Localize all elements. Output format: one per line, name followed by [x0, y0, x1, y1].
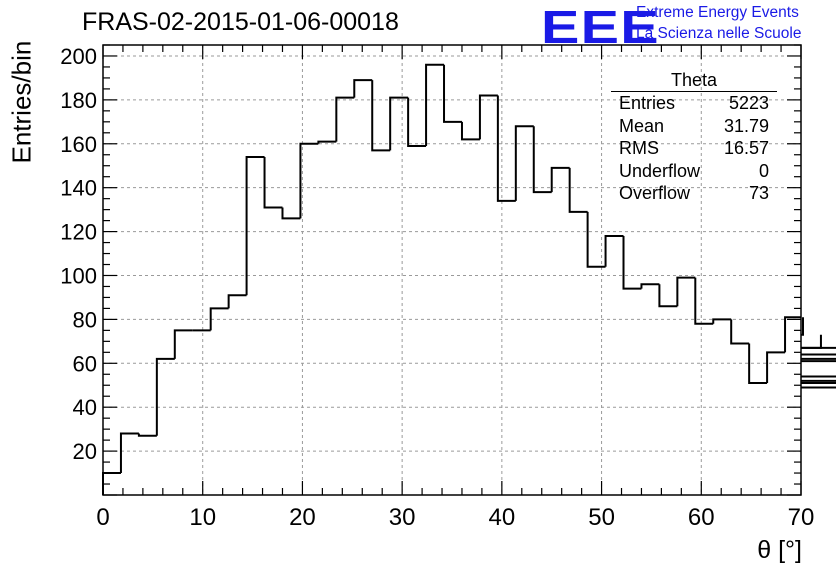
stats-value: 0: [758, 160, 769, 181]
stats-row-mean: Mean 31.79: [611, 115, 777, 138]
histogram-bin: [353, 79, 373, 98]
histogram-bin: [640, 283, 660, 289]
histogram-bin: [694, 277, 714, 325]
histogram-bin: [478, 94, 498, 140]
histogram-bin: [281, 207, 301, 220]
stats-label: Entries: [619, 93, 676, 113]
histogram-bin: [801, 375, 836, 378]
stats-header: Theta: [611, 70, 777, 92]
histogram-bin: [801, 346, 836, 349]
y-tick-label: 80: [73, 307, 97, 332]
histogram-bin: [496, 95, 516, 202]
histogram-bin: [801, 357, 836, 360]
stats-row-entries: Entries 5223: [611, 92, 777, 115]
stats-label: RMS: [619, 138, 659, 158]
histogram-bin: [801, 386, 836, 389]
eee-logo: EEE: [541, 1, 660, 53]
y-axis-label: Entries/bin: [6, 40, 37, 164]
histogram-bin: [676, 276, 696, 307]
stats-value: 31.79: [723, 115, 769, 136]
histogram-bin: [317, 140, 337, 144]
histogram-bin: [407, 97, 427, 147]
histogram-bin: [766, 351, 786, 384]
histogram-bin: [801, 379, 836, 382]
stats-value: 16.57: [723, 138, 769, 158]
histogram-bin: [514, 125, 534, 201]
histogram-bin: [389, 96, 409, 151]
histogram-bin: [622, 235, 642, 290]
chart-title: FRAS-02-2015-01-06-00018: [82, 8, 399, 36]
stats-box: Theta Entries 5223 Mean 31.79 RMS 16.57 …: [611, 70, 777, 205]
histogram-bin: [801, 317, 804, 336]
histogram-bin: [801, 353, 836, 356]
histogram-bin: [102, 472, 121, 495]
y-tick-label: 200: [60, 44, 97, 69]
histogram-bin: [443, 64, 462, 123]
histogram-bin: [425, 63, 445, 146]
histogram-bin: [227, 294, 247, 309]
histogram-bin: [245, 155, 265, 296]
x-axis-label: θ [°]: [757, 536, 802, 564]
histogram-bin: [658, 284, 678, 308]
y-tick-label: 20: [73, 439, 97, 464]
histogram-bin: [550, 166, 570, 193]
histogram-bin: [263, 156, 283, 209]
stats-label: Mean: [619, 115, 665, 136]
histogram-bin: [209, 307, 229, 331]
x-tick-label: 10: [189, 504, 216, 531]
histogram-bin: [801, 382, 836, 385]
histogram-bin: [173, 329, 193, 359]
histogram-bin: [137, 433, 157, 437]
stats-row-underflow: Underflow 0: [611, 160, 777, 183]
x-tick-label: 70: [788, 504, 815, 531]
histogram-bin: [604, 234, 624, 267]
x-tick-label: 0: [96, 504, 109, 531]
stats-row-rms: RMS 16.57: [611, 137, 777, 160]
histogram-bin: [801, 360, 836, 363]
y-tick-label: 120: [60, 220, 97, 245]
histogram-bin: [586, 211, 606, 268]
y-tick-label: 160: [60, 132, 97, 157]
x-tick-label: 60: [688, 504, 715, 531]
stats-row-overflow: Overflow 73: [611, 182, 777, 205]
histogram-bin: [119, 432, 139, 474]
histogram-bin: [784, 316, 801, 353]
histogram-bin: [801, 334, 822, 349]
histogram-bin: [335, 96, 355, 142]
histogram-bin: [730, 319, 750, 345]
histogram-bin: [155, 357, 175, 436]
y-tick-label: 140: [60, 176, 97, 201]
x-tick-label: 50: [588, 504, 615, 531]
logo-line-1: Extreme Energy Events: [636, 4, 799, 21]
histogram-bin: [748, 343, 768, 385]
histogram-bin: [460, 121, 480, 141]
stats-label: Underflow: [619, 160, 701, 181]
y-tick-label: 40: [73, 395, 97, 420]
plot-frame: [102, 44, 802, 496]
stats-value: 73: [748, 183, 769, 203]
y-tick-label: 100: [60, 263, 97, 288]
x-tick-label: 40: [489, 504, 516, 531]
histogram-bin: [371, 80, 391, 152]
y-tick-label: 60: [73, 351, 97, 376]
x-tick-label: 30: [389, 504, 416, 531]
histogram-bin: [712, 318, 732, 324]
stats-label: Overflow: [619, 183, 691, 203]
histogram-bin: [568, 167, 588, 213]
y-tick-label: 180: [60, 88, 97, 113]
histogram-bin: [299, 142, 319, 219]
stats-value: 5223: [728, 93, 769, 113]
logo-line-2: La Scienza nelle Scuole: [636, 25, 802, 42]
x-tick-label: 20: [289, 504, 316, 531]
histogram-bin: [532, 126, 552, 194]
